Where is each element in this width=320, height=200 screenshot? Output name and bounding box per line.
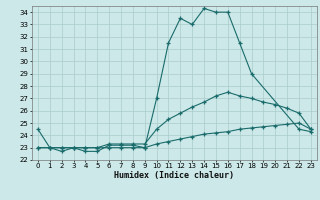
- X-axis label: Humidex (Indice chaleur): Humidex (Indice chaleur): [115, 171, 234, 180]
